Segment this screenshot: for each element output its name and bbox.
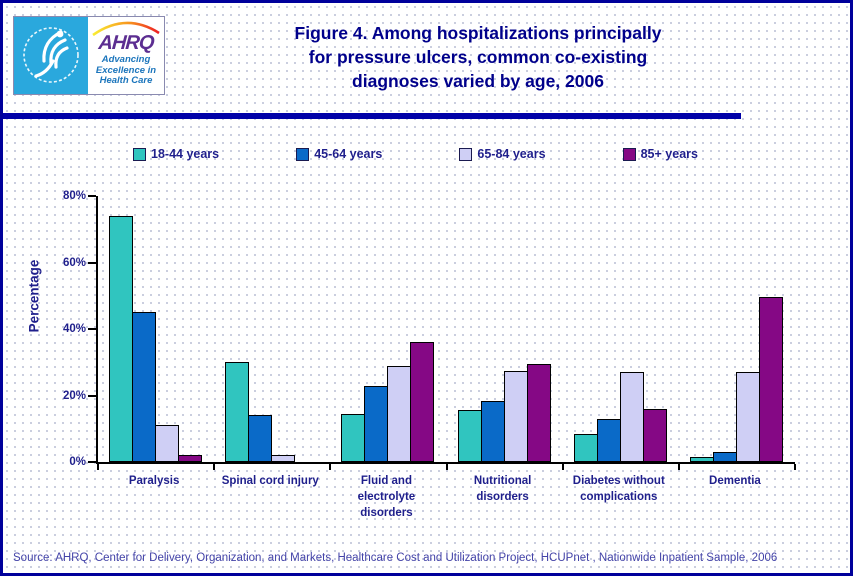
x-tick-mark (97, 464, 99, 470)
bar-85-years (410, 342, 435, 462)
x-tick-mark (677, 464, 680, 470)
x-category-label-2: Fluid and electrolyte disorders (357, 475, 416, 519)
ahrq-logo-text: AHRQ Advancing Excellence in Health Care (88, 17, 164, 94)
bar-45-64-years (364, 385, 389, 462)
figure-title-line2: for pressure ulcers, common co-existing (308, 47, 648, 67)
bar-18-44-years (109, 215, 133, 462)
bar-group-2 (330, 196, 446, 462)
bar-group-5 (679, 196, 795, 462)
ahrq-tagline: Advancing Excellence in Health Care (95, 54, 157, 86)
x-category-label-4: Diabetes without complications (572, 475, 665, 503)
bar-85-years (758, 297, 783, 462)
legend-label: 85+ years (640, 147, 698, 161)
legend-label: 45-64 years (314, 147, 383, 161)
source-note: Source: AHRQ, Center for Delivery, Organ… (13, 552, 778, 564)
bar-45-64-years (480, 400, 505, 462)
bar-65-84-years (271, 455, 296, 462)
y-tick-mark (88, 261, 96, 264)
legend-swatch-icon (459, 147, 473, 161)
y-tick-label: 80% (62, 190, 86, 202)
y-tick-mark (88, 328, 96, 330)
figure-title-line1: Figure 4. Among hospitalizations princip… (294, 23, 662, 43)
x-tick-mark (561, 464, 564, 470)
y-tick-label: 40% (62, 323, 86, 335)
ahrq-wordmark: AHRQ (97, 32, 155, 54)
legend-item-2: 65-84 years (459, 147, 546, 161)
legend-swatch-icon (296, 147, 310, 161)
x-category-label-3: Nutritional disorders (473, 475, 532, 503)
y-tick-mark (88, 195, 96, 197)
bar-85-years (178, 455, 202, 462)
legend-swatch-icon (133, 147, 146, 161)
y-tick-mark (88, 461, 96, 463)
y-tick-mark (88, 394, 96, 397)
bar-65-84-years (503, 370, 528, 462)
legend-swatch-icon (622, 147, 636, 161)
bar-group-0 (98, 196, 214, 462)
bar-group-3 (447, 196, 563, 462)
legend-label: 65-84 years (477, 147, 546, 161)
y-tick-label: 60% (62, 256, 86, 269)
hhs-eagle-icon (14, 17, 88, 94)
bar-45-64-years (596, 418, 621, 462)
bar-groups (98, 196, 795, 462)
y-axis-title: Percentage (26, 259, 42, 333)
bar-18-44-years (341, 413, 366, 462)
bar-65-84-years (735, 372, 760, 462)
figure-title: Figure 4. Among hospitalizations princip… (178, 21, 778, 93)
bar-18-44-years (689, 457, 714, 462)
rainbow-arc-icon (90, 18, 162, 37)
bar-18-44-years (225, 362, 250, 462)
header-divider (3, 113, 741, 119)
bar-45-64-years (248, 415, 273, 462)
y-tick-label: 0% (69, 456, 86, 468)
bar-18-44-years (573, 433, 598, 462)
bar-45-64-years (712, 452, 737, 462)
bar-85-years (642, 408, 667, 462)
x-tick-mark (445, 464, 448, 470)
bar-group-4 (563, 196, 679, 462)
bar-group-1 (214, 196, 330, 462)
legend-item-0: 18-44 years (133, 147, 219, 161)
x-axis-category-labels: Paralysis Spinal cord injury Fluid and ele… (96, 473, 793, 521)
x-category-label-0: Paralysis (128, 475, 180, 487)
ahrq-logo: AHRQ Advancing Excellence in Health Care (13, 16, 165, 95)
x-category-label-5: Dementia (709, 475, 761, 487)
bar-65-84-years (387, 365, 412, 462)
bar-chart-plot-area: 0% 20% 40% 60% 80% (63, 190, 796, 470)
bar-85-years (526, 363, 551, 462)
x-category-label-1: Spinal cord injury (221, 475, 319, 487)
bar-45-64-years (132, 312, 156, 462)
legend-item-3: 85+ years (622, 147, 698, 161)
bar-18-44-years (457, 410, 482, 462)
legend-item-1: 45-64 years (296, 147, 382, 161)
x-tick-mark (329, 464, 332, 470)
y-tick-label: 20% (62, 389, 86, 402)
chart-legend: 18-44 years 45-64 years 65-84 years 85+ yea… (133, 147, 698, 161)
bar-65-84-years (619, 372, 644, 462)
figure-title-line3: diagnoses varied by age, 2006 (352, 71, 604, 91)
bar-65-84-years (155, 425, 179, 462)
x-tick-mark (794, 464, 796, 470)
legend-label: 18-44 years (151, 147, 220, 161)
x-tick-mark (213, 464, 216, 470)
